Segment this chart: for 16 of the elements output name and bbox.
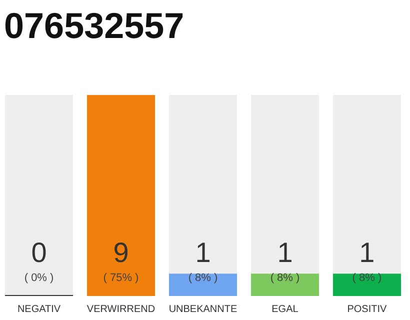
x-tick-label: EGAL <box>272 304 299 315</box>
data-label: 1 <box>359 237 375 268</box>
annotation: ( 0% ) <box>24 272 54 284</box>
x-tick-label: VERWIRREND <box>86 304 156 315</box>
chart-title: 076532557 <box>4 5 184 46</box>
annotation: ( 8% ) <box>188 272 218 284</box>
x-tick-label: POSITIV <box>347 304 388 315</box>
x-tick-label: UNBEKANNTE <box>168 304 238 315</box>
data-label: 9 <box>113 237 129 268</box>
annotation: ( 75% ) <box>103 272 139 284</box>
data-label: 1 <box>195 237 211 268</box>
data-label: 1 <box>277 237 293 268</box>
x-tick-label: NEGATIV <box>17 304 61 315</box>
annotation: ( 8% ) <box>352 272 382 284</box>
annotation: ( 8% ) <box>270 272 300 284</box>
data-label: 0 <box>31 237 47 268</box>
